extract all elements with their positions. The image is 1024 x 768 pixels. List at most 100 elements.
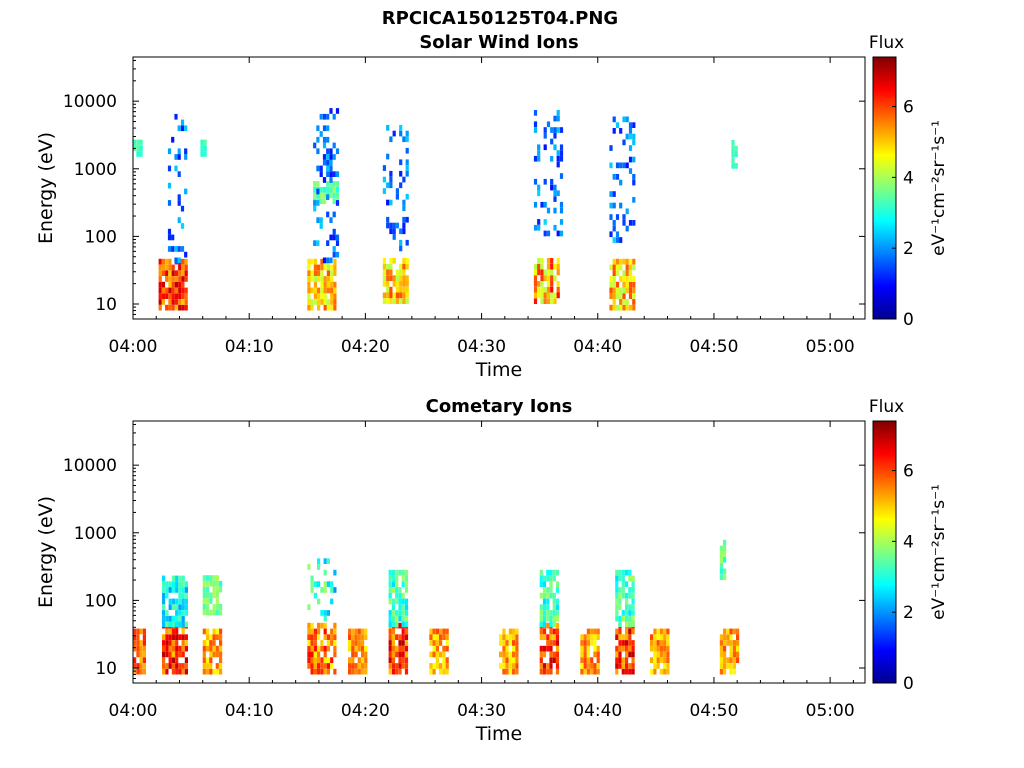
flux-cell [178,645,182,652]
flux-cell [612,116,616,123]
flux-cell [391,668,396,675]
flux-cell [161,281,165,288]
flux-cell [171,299,175,305]
flux-cell [550,127,554,133]
flux-cell [615,258,620,265]
flux-cell [542,587,547,593]
flux-cell [171,270,175,276]
flux-cell [719,651,723,658]
flux-cell [593,628,597,635]
flux-cell [615,174,620,180]
flux-cell [628,287,633,294]
flux-cell [330,634,334,640]
flux-cell [171,234,175,241]
plot-frame [132,420,866,684]
flux-cell [215,575,219,581]
flux-cell [583,657,587,663]
flux-cell [542,651,547,658]
flux-cell [512,640,516,646]
flux-cell [512,651,516,658]
flux-cell [632,197,636,203]
flux-cell [184,657,188,663]
flux-cell [206,575,210,581]
y-tick-label: 10 [95,659,117,679]
flux-cell [552,651,556,658]
flux-cell [139,145,143,152]
flux-cell [508,663,512,669]
flux-cell [556,286,560,293]
flux-cell [625,162,629,169]
flux-cell [171,651,175,658]
flux-cell [593,634,597,640]
flux-cell [184,592,188,599]
flux-cell [549,581,553,587]
flux-cell [625,657,629,663]
flux-cell [723,545,727,552]
flux-cell [333,281,337,288]
flux-cell [731,151,735,158]
flux-cell [546,281,551,287]
flux-cell [162,598,166,605]
flux-cell [659,651,663,658]
flux-cell [219,663,223,669]
flux-cell [502,628,506,635]
flux-cell [625,304,629,311]
flux-cell [326,668,330,675]
flux-cell [388,569,392,576]
flux-cell [612,128,616,134]
flux-cell [215,651,219,658]
flux-cell [612,287,616,294]
flux-cell [628,156,633,163]
flux-cell [537,184,541,191]
flux-cell [313,592,317,599]
flux-cell [142,640,146,646]
flux-cell [177,125,181,132]
flux-cell [162,657,166,663]
flux-cell [533,155,538,162]
flux-cell [432,668,436,675]
flux-cell [206,657,210,663]
flux-cell [537,155,541,162]
flux-cell [650,640,654,646]
flux-cell [329,192,333,199]
flux-cell [663,651,667,658]
flux-cell [656,663,660,669]
flux-cell [628,258,633,265]
flux-cell [659,645,663,652]
flux-cell [401,604,405,610]
flux-cell [329,186,333,193]
flux-cell [550,263,554,270]
flux-cell [540,269,544,276]
flux-cell [650,668,654,675]
flux-cell [168,621,172,628]
flux-cell [320,287,324,294]
flux-cell [553,292,557,299]
flux-cell [317,293,321,299]
flux-cell [402,292,406,299]
flux-cell [550,275,554,281]
flux-cell [181,264,185,271]
flux-cell [326,657,330,663]
flux-cell [313,668,317,675]
flux-cell [184,634,188,640]
flux-cell [719,640,723,646]
flux-cell [719,574,723,580]
flux-cell [540,201,544,208]
flux-cell [174,287,178,294]
flux-cell [719,551,723,557]
x-tick-label: 04:00 [109,337,158,357]
flux-cell [612,299,616,305]
flux-cell [546,640,550,646]
flux-cell [317,299,321,305]
flux-cell [590,663,594,669]
flux-cell [165,651,169,658]
flux-cell [307,628,311,635]
flux-cell [313,240,317,246]
flux-cell [399,239,403,246]
flux-cell [184,668,188,675]
flux-cell [401,615,405,622]
flux-cell [515,651,519,658]
flux-cell [596,634,600,640]
flux-cell [348,634,352,640]
flux-cell [326,240,330,246]
